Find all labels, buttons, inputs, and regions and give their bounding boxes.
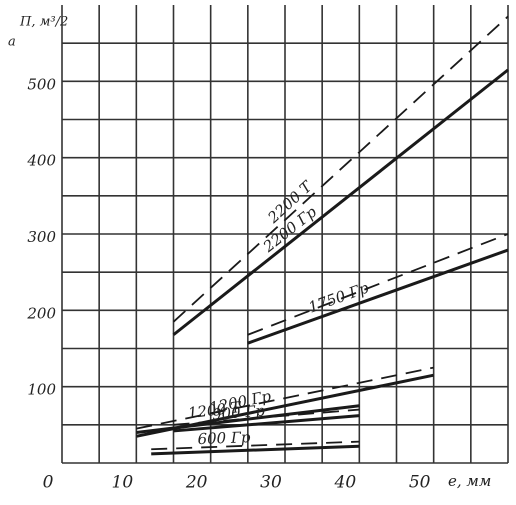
y-tick-label: 400 — [26, 152, 56, 170]
x-axis-label: е, мм — [448, 472, 491, 490]
series-label: 600 Гр — [197, 428, 251, 448]
y-axis-label: П, м³/2 — [19, 15, 68, 30]
data-line — [172, 15, 509, 323]
data-line — [247, 233, 509, 336]
x-tick-label: 40 — [334, 473, 357, 493]
data-line — [173, 414, 360, 433]
data-line — [151, 440, 360, 451]
data-line — [151, 444, 360, 456]
series-label: 900 Гр — [211, 401, 266, 423]
x-tick-label: 0 — [43, 473, 54, 493]
data-line — [136, 366, 434, 430]
panel-label: a — [8, 35, 16, 50]
x-tick-label: 30 — [260, 473, 282, 493]
y-tick-label: 300 — [27, 228, 56, 246]
x-tick-label: 50 — [409, 473, 431, 493]
x-tick-label: 10 — [112, 473, 134, 493]
x-tick-label: 20 — [185, 473, 208, 493]
y-tick-label: 100 — [27, 381, 56, 399]
data-line — [136, 404, 360, 434]
y-tick-label: 200 — [26, 304, 56, 322]
data-line — [172, 68, 509, 336]
y-tick-label: 500 — [27, 75, 56, 93]
data-line — [173, 408, 360, 426]
data-line — [247, 248, 509, 345]
